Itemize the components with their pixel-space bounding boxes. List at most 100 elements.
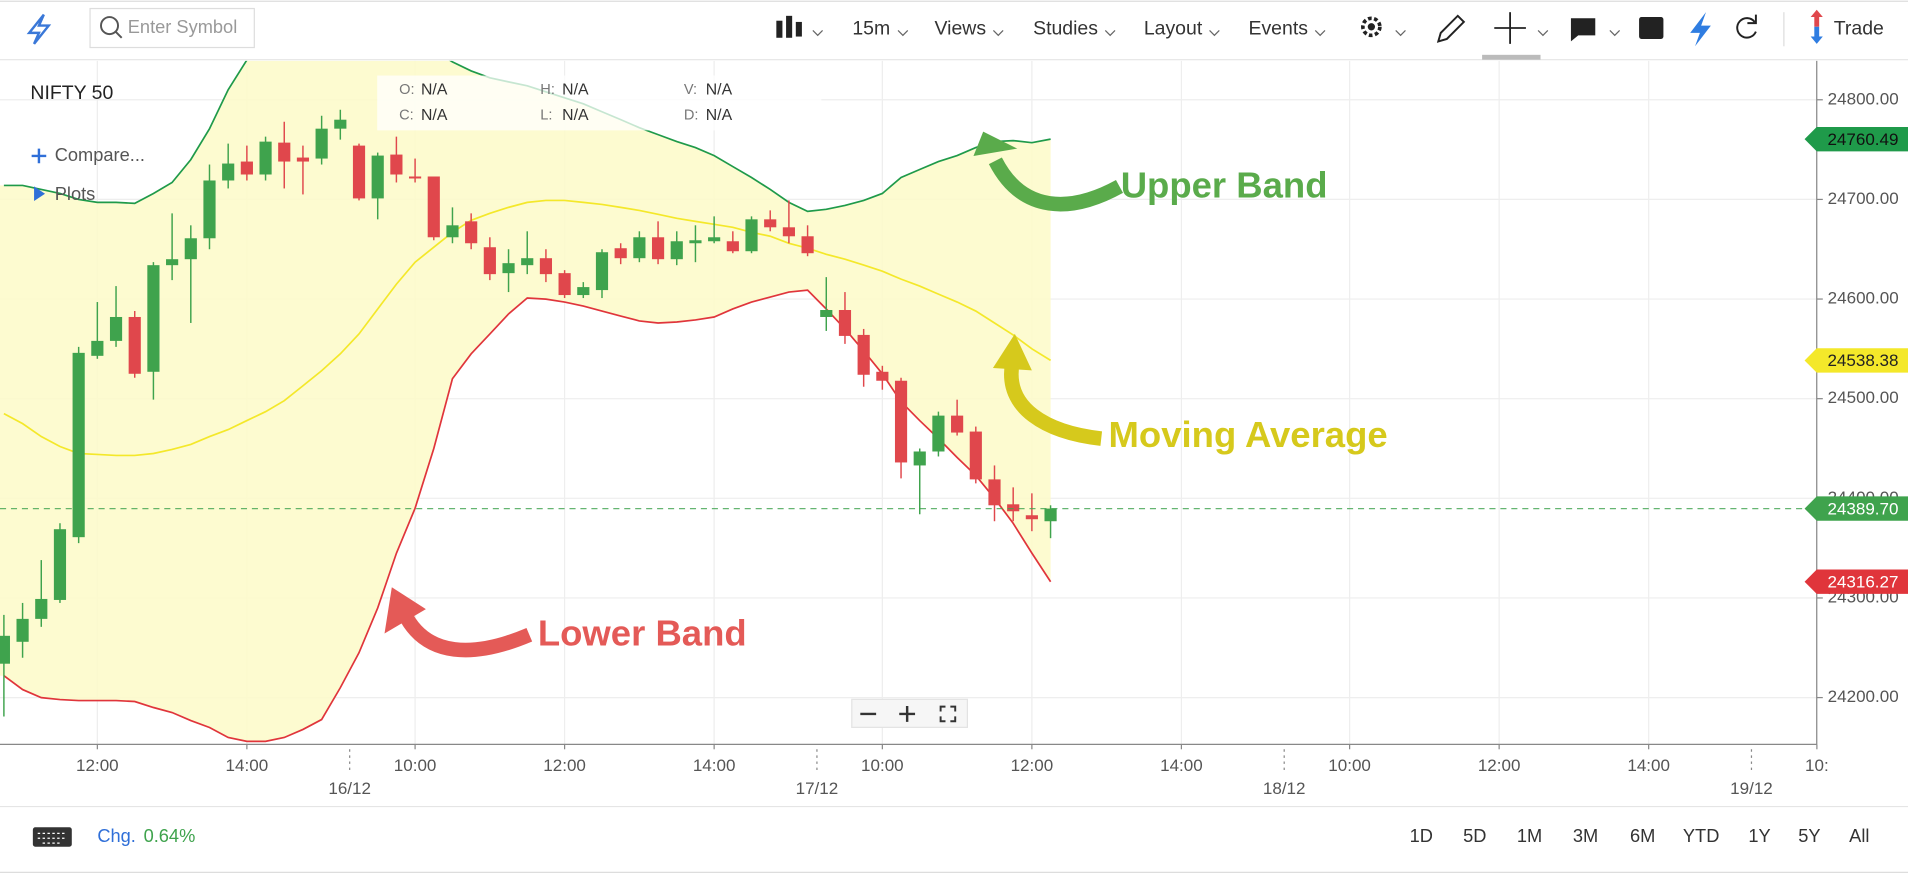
price-tag xyxy=(1804,496,1908,521)
interval-menu[interactable]: 15m xyxy=(852,17,890,39)
ohlc-value: N/A xyxy=(562,81,589,98)
candle-body xyxy=(371,155,384,199)
trade-icon-up xyxy=(1810,9,1823,27)
date-label: 17/12 xyxy=(796,779,839,798)
ohlc-value: N/A xyxy=(421,107,448,124)
chevron xyxy=(1395,30,1406,37)
annotation: Upper Band xyxy=(1121,164,1328,205)
table-icon[interactable] xyxy=(1639,17,1664,39)
range-button[interactable]: 1D xyxy=(1410,825,1433,846)
candle-body xyxy=(109,316,123,341)
candle-body xyxy=(427,176,440,238)
price-tag-label: 24316.27 xyxy=(1827,572,1898,591)
range-button[interactable]: 6M xyxy=(1630,825,1655,846)
plots-caret xyxy=(34,186,46,202)
annotations: Upper Band Moving Average Lower Band xyxy=(538,164,1388,653)
draw-icon[interactable] xyxy=(1436,14,1466,43)
logo-icon[interactable] xyxy=(26,13,52,45)
plots-button[interactable]: Plots xyxy=(55,183,96,204)
x-tick-label: 12:00 xyxy=(543,756,586,775)
keyboard-icon[interactable] xyxy=(32,827,72,847)
chevron xyxy=(1314,30,1326,37)
candle-body xyxy=(278,142,291,162)
plot xyxy=(0,60,1817,743)
x-tick-label: 10: xyxy=(1805,756,1829,775)
menu-item[interactable]: Events xyxy=(1248,17,1308,39)
upper-band-arrowhead xyxy=(973,131,1018,156)
y-tick-label: 24800.00 xyxy=(1828,89,1899,108)
flash-icon[interactable] xyxy=(1690,12,1711,47)
range-button[interactable]: 3M xyxy=(1573,825,1598,846)
candle-body xyxy=(801,236,814,254)
candle-body xyxy=(521,258,534,266)
zoom-controls xyxy=(851,698,968,728)
ohlc-label: V: xyxy=(684,82,697,98)
candle-body xyxy=(689,240,702,244)
price-tag xyxy=(1804,348,1908,373)
y-tick-label: 24600.00 xyxy=(1828,289,1899,308)
refresh-icon[interactable] xyxy=(1736,14,1757,39)
x-tick-label: 12:00 xyxy=(1478,756,1521,775)
candle-body xyxy=(91,340,104,356)
range-buttons: 1D 5D 1M 3M 6M YTD 1Y 5Y All xyxy=(1410,825,1870,846)
candle-body xyxy=(577,287,590,296)
comment-button[interactable] xyxy=(1570,18,1621,42)
candle-body xyxy=(913,451,926,466)
menu-item[interactable]: Views xyxy=(935,17,987,39)
range-button[interactable]: 1M xyxy=(1517,825,1542,846)
candle-body xyxy=(128,316,141,374)
ohlc-label: O: xyxy=(399,82,414,98)
x-tick-label: 14:00 xyxy=(1627,756,1670,775)
candle-body xyxy=(147,265,160,372)
candle-body xyxy=(894,380,908,463)
footer: Chg. 0.64% 1D 5D 1M 3M 6M YTD 1Y 5Y All xyxy=(0,805,1908,873)
menus: Views Studies Layout Events xyxy=(935,17,1326,39)
candle-body xyxy=(857,334,870,375)
ohlc-values: O: N/A H: N/A V: N/A C: N/A L: N/A D: N/A xyxy=(399,81,732,124)
ohlc-value: N/A xyxy=(706,107,733,124)
menu-item[interactable]: Studies xyxy=(1033,17,1098,39)
chevron xyxy=(812,30,824,37)
crosshair-button[interactable] xyxy=(1482,12,1549,60)
settings-icon[interactable] xyxy=(1361,16,1406,38)
icon-part xyxy=(786,15,793,38)
trade-button[interactable]: Trade xyxy=(1834,17,1884,39)
ohlc-label: L: xyxy=(540,108,552,124)
candle-body xyxy=(72,352,85,538)
gear xyxy=(1361,16,1382,38)
range-button[interactable]: All xyxy=(1849,825,1869,846)
change-label: Chg. xyxy=(97,825,136,846)
candle-body xyxy=(614,248,627,259)
candle-body xyxy=(651,237,665,260)
candle-body xyxy=(334,119,347,129)
candle-body xyxy=(315,128,328,159)
candle-body xyxy=(0,635,10,664)
candle-body xyxy=(184,238,197,260)
x-tick-label: 10:00 xyxy=(394,756,437,775)
fullscreen[interactable] xyxy=(939,705,957,723)
range-button[interactable]: 5Y xyxy=(1798,825,1820,846)
zoom-in[interactable] xyxy=(899,706,916,722)
ohlc-label: D: xyxy=(684,108,699,124)
range-button[interactable]: 5D xyxy=(1463,825,1486,846)
candle-body xyxy=(483,247,496,275)
ohlc-label: H: xyxy=(540,82,555,98)
candle-body xyxy=(969,431,982,480)
x-tick-label: 14:00 xyxy=(1160,756,1203,775)
icon-part xyxy=(1570,18,1596,42)
menu-item[interactable]: Layout xyxy=(1144,17,1203,39)
band-line xyxy=(3,199,1052,457)
candle-body xyxy=(558,273,571,296)
compare-button[interactable]: Compare... xyxy=(55,144,145,165)
axes: 24200.0024300.0024400.0024500.0024600.00… xyxy=(0,60,1899,798)
y-tick-label: 24700.00 xyxy=(1828,189,1899,208)
range-button[interactable]: 1Y xyxy=(1748,825,1770,846)
price-tags: 24760.49 24538.38 24316.27 24389.70 xyxy=(1804,126,1908,594)
search-icon xyxy=(100,16,120,36)
candle-body xyxy=(446,225,459,238)
range-button[interactable]: YTD xyxy=(1683,825,1719,846)
candle-body xyxy=(726,241,739,252)
chart-type-button[interactable] xyxy=(776,15,824,38)
annotation-arrows xyxy=(384,131,1124,658)
candle-body xyxy=(35,598,48,619)
